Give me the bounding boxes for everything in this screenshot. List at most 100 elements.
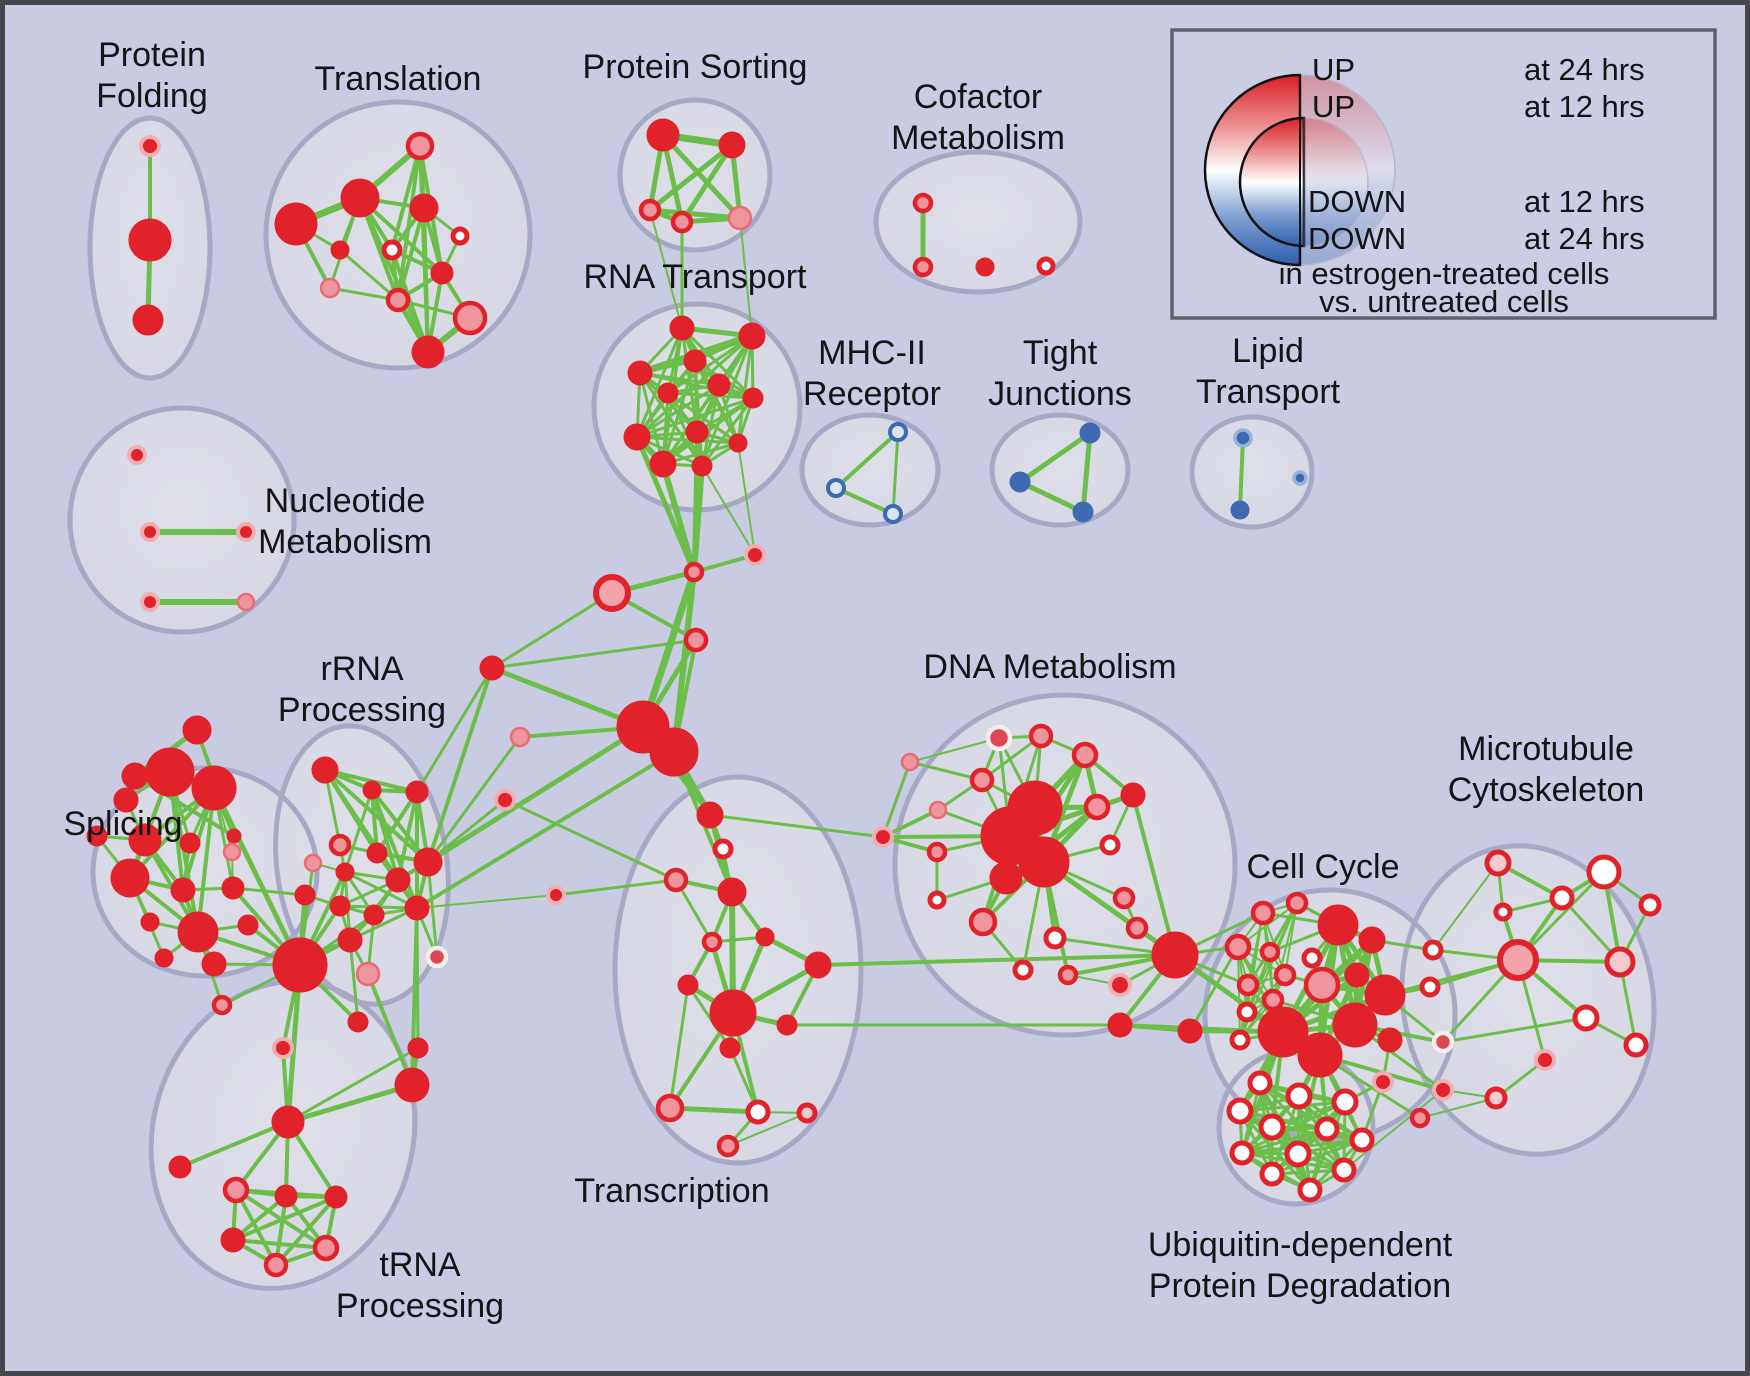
- node-cc16[interactable]: [1332, 1002, 1378, 1048]
- node-i2[interactable]: [509, 726, 531, 748]
- node-x12[interactable]: [719, 1037, 741, 1059]
- node-u8[interactable]: [1229, 1140, 1255, 1166]
- node-x11[interactable]: [776, 1014, 798, 1036]
- node-rn12[interactable]: [691, 455, 713, 477]
- node-rr11[interactable]: [329, 895, 351, 917]
- node-cc2[interactable]: [1285, 891, 1309, 915]
- node-t2[interactable]: [340, 178, 380, 218]
- node-t12[interactable]: [330, 240, 350, 260]
- node-rn8[interactable]: [623, 423, 651, 451]
- node-d20[interactable]: [1043, 926, 1067, 950]
- node-cc9[interactable]: [1273, 963, 1297, 987]
- node-x15[interactable]: [796, 1102, 818, 1124]
- node-rr1[interactable]: [311, 756, 339, 784]
- node-d11[interactable]: [926, 841, 948, 863]
- node-d2[interactable]: [1028, 723, 1054, 749]
- node-J1[interactable]: [272, 937, 328, 993]
- node-h3[interactable]: [324, 1185, 348, 1209]
- node-cf2[interactable]: [912, 256, 934, 278]
- node-s1[interactable]: [145, 747, 195, 797]
- node-t10[interactable]: [452, 300, 488, 336]
- node-H2[interactable]: [649, 727, 699, 777]
- node-s10[interactable]: [221, 876, 245, 900]
- node-mt4[interactable]: [1497, 939, 1539, 981]
- node-t6[interactable]: [381, 239, 403, 261]
- node-x16[interactable]: [716, 1134, 740, 1158]
- node-s4[interactable]: [128, 823, 162, 857]
- node-rn2[interactable]: [738, 322, 766, 350]
- node-rr8[interactable]: [385, 867, 411, 893]
- node-rr12[interactable]: [363, 904, 385, 926]
- node-cc1[interactable]: [1250, 900, 1276, 926]
- node-mt9[interactable]: [1623, 1032, 1649, 1058]
- node-d8[interactable]: [1120, 782, 1146, 808]
- node-tn[interactable]: [271, 1105, 305, 1139]
- node-t8[interactable]: [319, 277, 341, 299]
- node-u4[interactable]: [1226, 1097, 1254, 1125]
- node-ccl[interactable]: [1107, 1012, 1133, 1038]
- node-rn7[interactable]: [742, 387, 764, 409]
- node-s6[interactable]: [179, 832, 201, 854]
- node-h4[interactable]: [220, 1227, 246, 1253]
- node-m3[interactable]: [883, 504, 903, 524]
- node-rn11[interactable]: [649, 450, 677, 478]
- node-tj3[interactable]: [1072, 501, 1094, 523]
- node-rn5[interactable]: [657, 382, 679, 404]
- node-nm5[interactable]: [236, 592, 256, 612]
- node-rr2[interactable]: [362, 780, 382, 800]
- node-cf1[interactable]: [912, 192, 934, 214]
- node-pf3[interactable]: [132, 304, 164, 336]
- node-v4[interactable]: [1432, 1079, 1454, 1101]
- node-ps3[interactable]: [638, 198, 662, 222]
- node-nm2[interactable]: [140, 522, 160, 542]
- node-cc5[interactable]: [1224, 933, 1252, 961]
- node-i1[interactable]: [479, 655, 505, 681]
- node-s15[interactable]: [201, 951, 227, 977]
- node-s14[interactable]: [154, 948, 174, 968]
- node-v1[interactable]: [1422, 939, 1444, 961]
- node-ccl2[interactable]: [1177, 1018, 1203, 1044]
- node-s8[interactable]: [110, 858, 150, 898]
- node-x13[interactable]: [655, 1093, 685, 1123]
- node-rr14[interactable]: [337, 927, 363, 953]
- node-b1[interactable]: [872, 826, 894, 848]
- node-v2[interactable]: [1419, 976, 1441, 998]
- node-ps4[interactable]: [670, 210, 694, 234]
- node-t3[interactable]: [274, 202, 318, 246]
- node-nm1[interactable]: [127, 445, 147, 465]
- node-cc3[interactable]: [1317, 904, 1359, 946]
- node-t11[interactable]: [411, 335, 445, 369]
- node-lt3[interactable]: [1292, 470, 1308, 486]
- node-mt2[interactable]: [1549, 885, 1575, 911]
- node-rn10[interactable]: [728, 433, 748, 453]
- node-cc10[interactable]: [1303, 966, 1341, 1004]
- node-rn6[interactable]: [707, 373, 731, 397]
- node-mt8[interactable]: [1572, 1004, 1600, 1032]
- node-m2[interactable]: [826, 478, 846, 498]
- node-rn4[interactable]: [627, 360, 653, 386]
- node-cb[interactable]: [593, 574, 631, 612]
- node-u10[interactable]: [1331, 1157, 1357, 1183]
- node-d10[interactable]: [1018, 836, 1070, 888]
- node-cc12[interactable]: [1364, 974, 1406, 1016]
- node-cc19[interactable]: [1377, 1027, 1403, 1053]
- node-mt6[interactable]: [1638, 893, 1662, 917]
- node-ps1[interactable]: [646, 118, 680, 152]
- node-mt5[interactable]: [1586, 854, 1622, 890]
- node-d3[interactable]: [1071, 741, 1099, 769]
- node-s5[interactable]: [86, 825, 108, 847]
- node-d24[interactable]: [1108, 973, 1132, 997]
- node-d4[interactable]: [969, 767, 995, 793]
- node-d1[interactable]: [985, 724, 1013, 752]
- node-mt7[interactable]: [1604, 946, 1636, 978]
- node-ti[interactable]: [168, 1155, 192, 1179]
- node-v3[interactable]: [1431, 1030, 1455, 1054]
- node-cm[interactable]: [683, 627, 709, 653]
- node-d13[interactable]: [1099, 834, 1121, 856]
- node-d19[interactable]: [1125, 916, 1149, 940]
- node-cc11[interactable]: [1344, 962, 1370, 988]
- node-d17[interactable]: [968, 907, 998, 937]
- node-cc7[interactable]: [1301, 947, 1323, 969]
- node-cc6[interactable]: [1259, 941, 1281, 963]
- node-t4[interactable]: [409, 193, 439, 223]
